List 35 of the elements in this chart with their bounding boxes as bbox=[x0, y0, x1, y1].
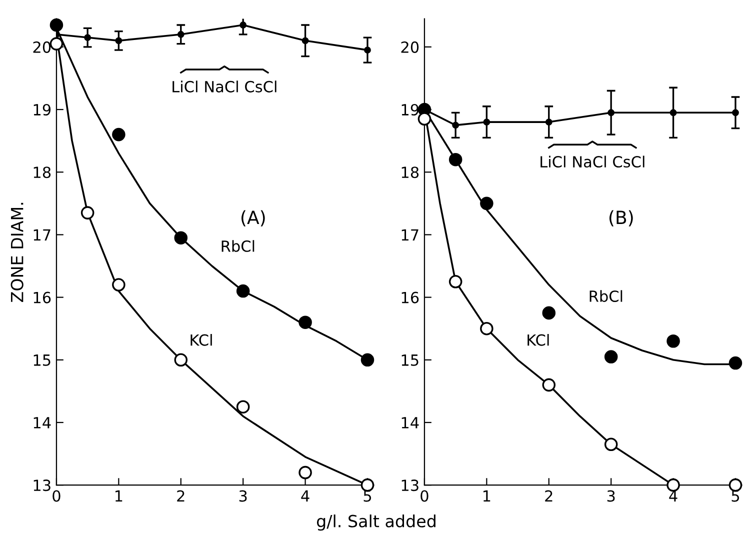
text: (B) bbox=[609, 210, 633, 226]
y-tick-label: 20 bbox=[33, 41, 51, 53]
x-tick-label: 2 bbox=[177, 490, 184, 502]
x-tick-label: 0 bbox=[52, 490, 60, 502]
y-tick-label: 19 bbox=[34, 104, 51, 116]
series-label: KCl bbox=[528, 334, 549, 346]
y-tick-label: 18 bbox=[34, 166, 51, 178]
text: LiCl NaCl CsCl bbox=[540, 156, 644, 168]
x-tick-label: 2 bbox=[545, 490, 552, 502]
y-tick-label: 16 bbox=[34, 292, 51, 304]
y-tick-label: 15 bbox=[402, 354, 418, 366]
series-label: RbCl bbox=[590, 290, 622, 302]
y-tick-label: 14 bbox=[402, 417, 419, 428]
y-tick-label: 16 bbox=[402, 292, 419, 304]
y-tick-label: 19 bbox=[402, 104, 419, 116]
text: (A) bbox=[241, 210, 265, 226]
y-axis-title: ZONE DIAM. bbox=[10, 202, 24, 302]
series-label: KCl bbox=[190, 334, 212, 346]
y-tick-label: 13 bbox=[34, 480, 50, 492]
y-tick-label: 17 bbox=[402, 229, 418, 241]
y-tick-label: 13 bbox=[402, 480, 418, 492]
x-tick-label: 3 bbox=[607, 490, 615, 502]
y-tick-label: 17 bbox=[34, 229, 50, 241]
x-tick-label: 1 bbox=[115, 490, 122, 502]
text: LiCl NaCl CsCl bbox=[172, 80, 276, 92]
x-tick-label: 3 bbox=[239, 490, 247, 502]
x-tick-label: 4 bbox=[301, 490, 310, 502]
y-tick-label: 20 bbox=[401, 41, 419, 53]
series-label: RbCl bbox=[222, 240, 254, 252]
y-tick-label: 14 bbox=[34, 417, 51, 428]
y-tick-label: 15 bbox=[34, 354, 50, 366]
x-tick-label: 1 bbox=[483, 490, 490, 502]
x-axis-title: g/l. Salt added bbox=[316, 514, 436, 531]
x-tick-label: 0 bbox=[420, 490, 428, 502]
y-tick-label: 18 bbox=[402, 166, 419, 178]
